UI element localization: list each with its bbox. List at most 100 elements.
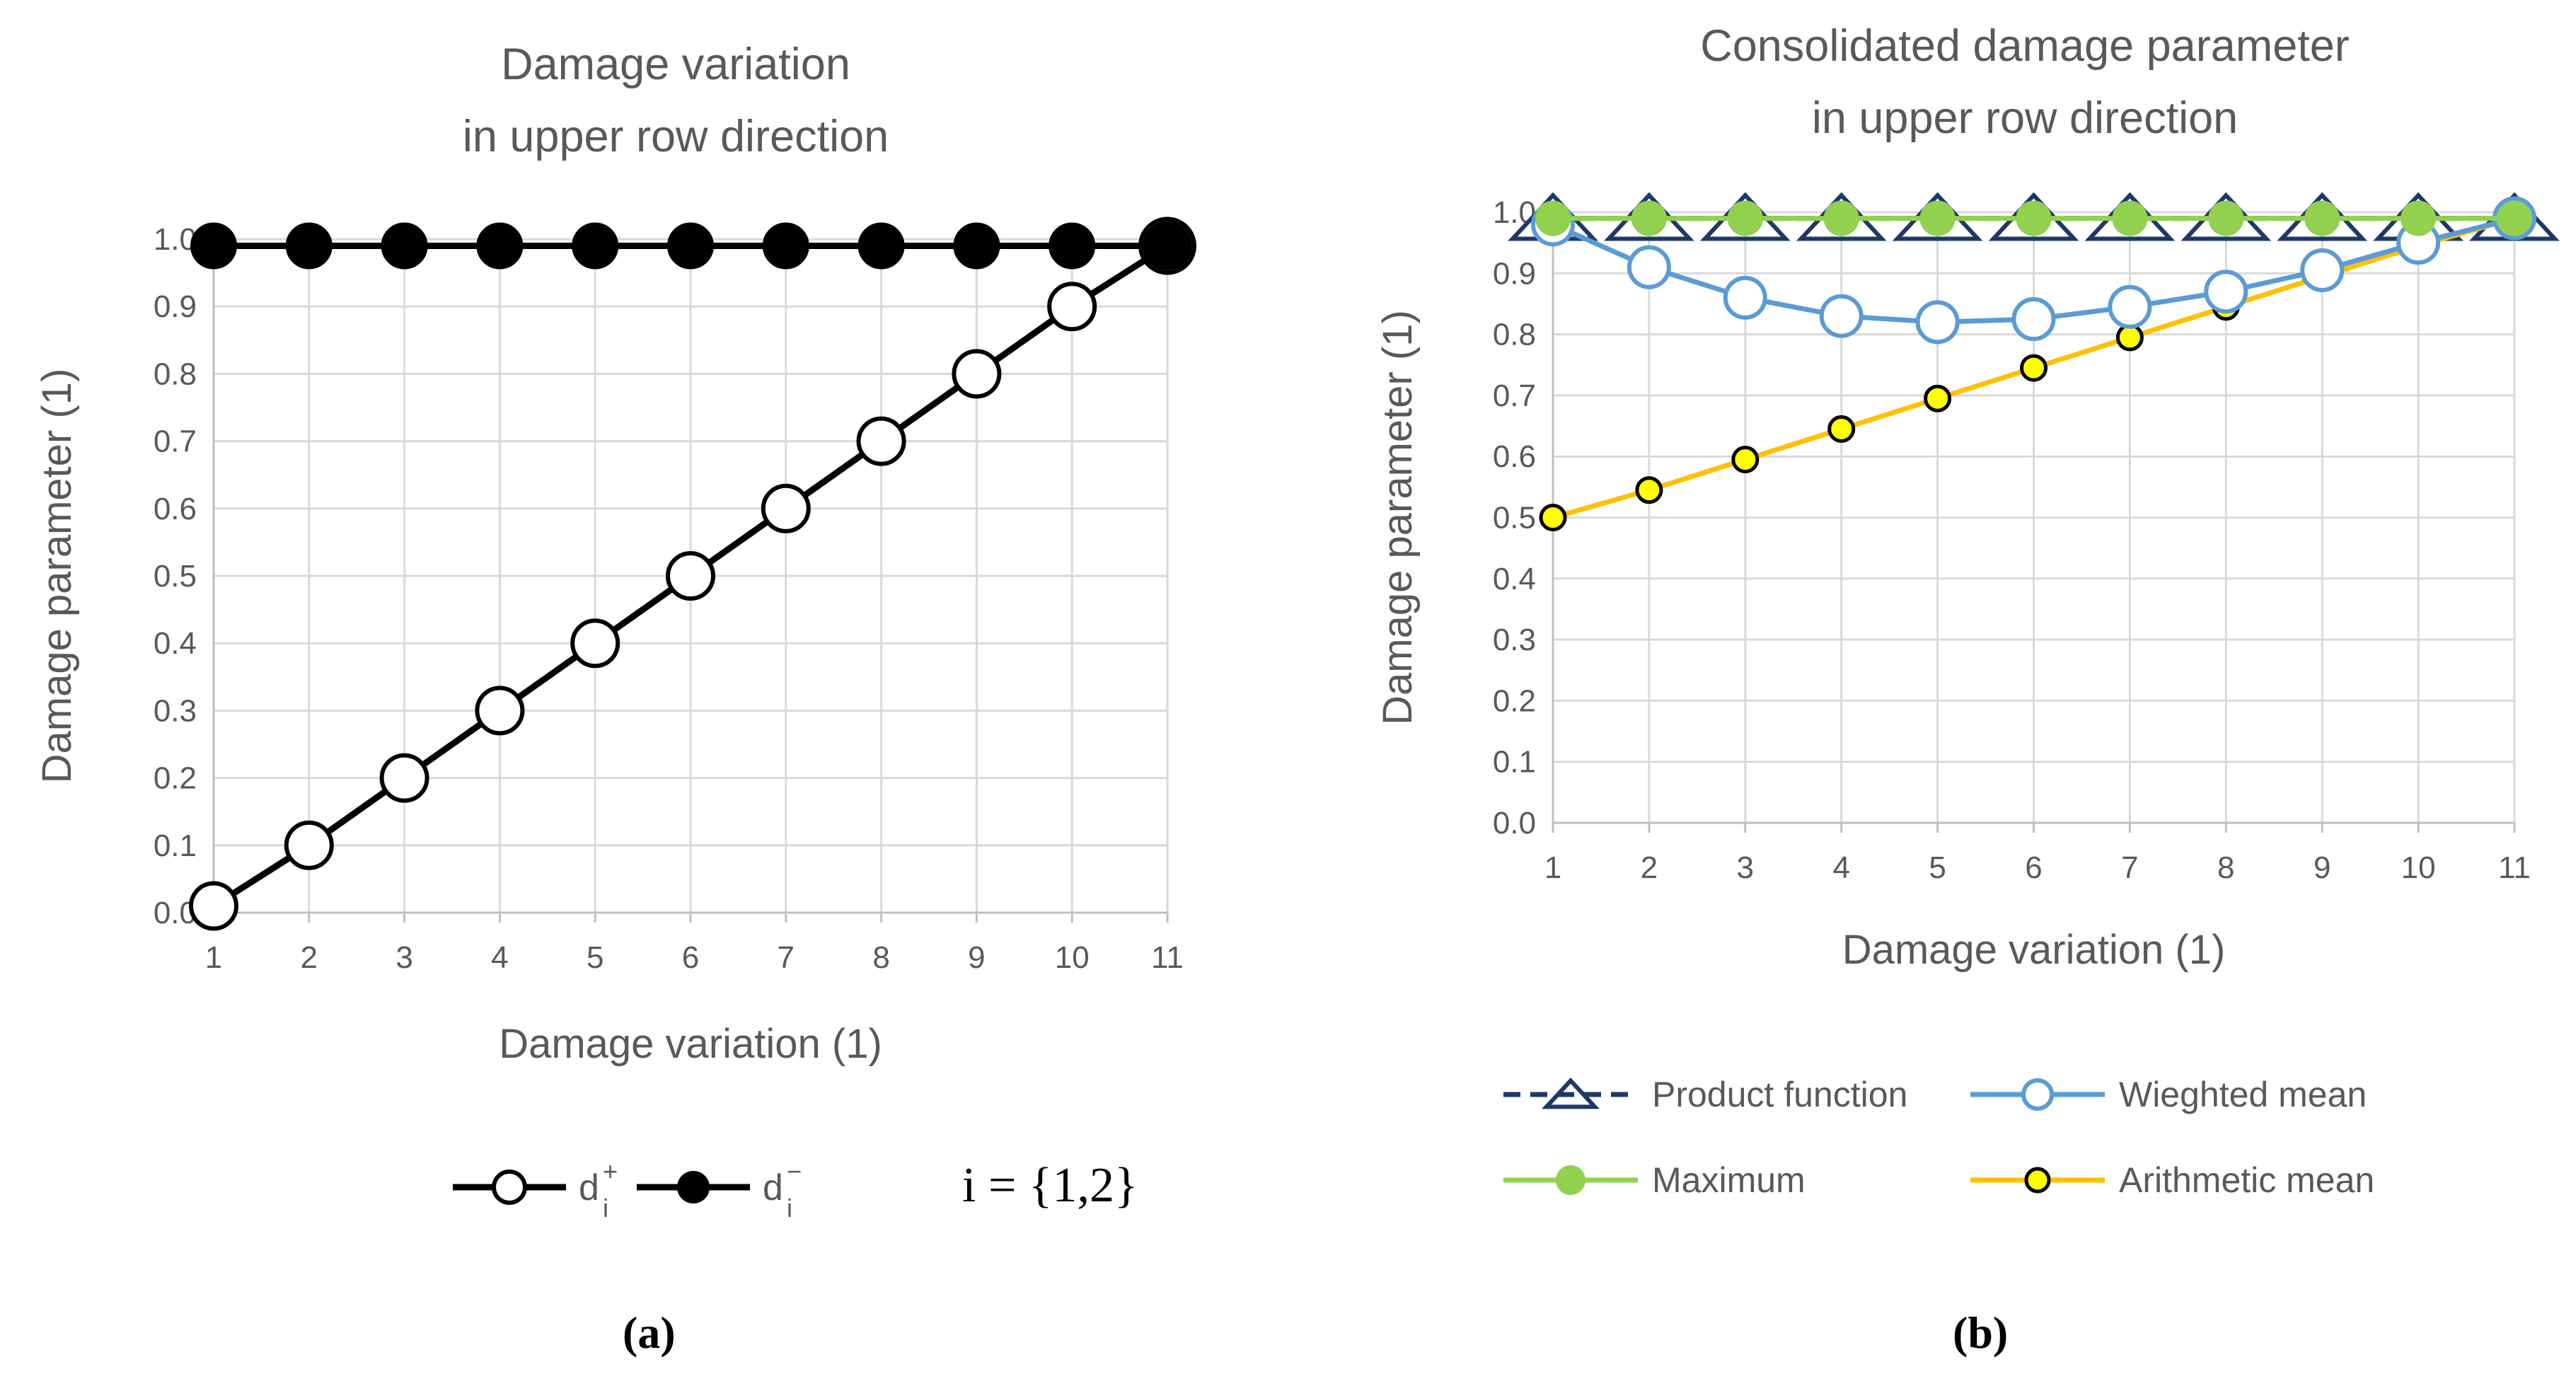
x-tick-label: 2 — [1641, 850, 1658, 885]
data-point — [1635, 476, 1663, 504]
data-point — [1731, 446, 1760, 474]
x-tick-label: 3 — [1737, 850, 1754, 885]
data-point — [2108, 284, 2152, 329]
legend-item: d − i — [637, 1157, 802, 1223]
legend-item: Maximum — [1503, 1160, 1806, 1200]
legend-item: Wieghted mean — [1970, 1075, 2367, 1114]
data-point — [475, 686, 525, 736]
x-tick-label: 3 — [395, 940, 412, 975]
x-tick-label: 7 — [2121, 850, 2138, 885]
panel-label: (b) — [1953, 1307, 2008, 1358]
data-point — [2300, 248, 2345, 292]
legend-swatch-marker — [2024, 1167, 2051, 1194]
y-tick-label: 1.0 — [154, 222, 197, 257]
legend-swatch-marker — [2021, 1078, 2054, 1111]
legend-item: d + i — [453, 1157, 618, 1223]
data-point — [952, 349, 1002, 399]
y-tick-label: 0.4 — [1493, 562, 1536, 596]
x-tick-label: 9 — [968, 940, 985, 975]
x-axis-label: Damage variation (1) — [1842, 927, 2226, 973]
chart-panel-b: Consolidated damage parameter in upper ro… — [1375, 21, 2560, 1358]
data-point — [1627, 245, 1671, 289]
data-point — [190, 222, 237, 270]
y-tick-label: 1.0 — [1493, 195, 1536, 230]
legend-label-sub: i — [787, 1194, 792, 1223]
x-tick-label: 7 — [778, 940, 795, 975]
x-tick-label: 9 — [2314, 850, 2330, 885]
data-point-overlap-ring — [1138, 216, 1196, 275]
y-tick-label: 0.2 — [1493, 683, 1536, 718]
data-point — [381, 222, 428, 270]
data-point — [2020, 354, 2047, 382]
legend-label: d — [763, 1167, 783, 1208]
legend: d +i d −i i = {1,2} — [453, 1157, 1138, 1223]
legend-label-sup: + — [603, 1157, 618, 1186]
data-point — [1823, 200, 1859, 236]
data-point — [1727, 200, 1763, 236]
data-point — [2208, 200, 2244, 236]
y-tick-label: 0.3 — [1493, 623, 1536, 657]
data-point — [2112, 200, 2148, 236]
legend-label: Wieghted mean — [2119, 1075, 2367, 1114]
data-point — [2016, 200, 2052, 236]
legend-item: Arithmetic mean — [1970, 1160, 2374, 1200]
data-point — [1539, 504, 1567, 531]
chart-title-line: in upper row direction — [463, 112, 889, 161]
y-tick-label: 0.1 — [1493, 745, 1536, 780]
y-tick-label: 0.5 — [154, 559, 197, 594]
y-tick-label: 0.8 — [154, 357, 197, 391]
y-tick-label: 0.5 — [1493, 501, 1536, 536]
data-point — [2115, 323, 2144, 352]
data-point — [857, 222, 905, 270]
data-point — [856, 416, 906, 466]
legend-item: Product function — [1503, 1075, 1907, 1114]
y-axis-label: Damage parameter (1) — [1375, 310, 1421, 725]
x-axis-label: Damage variation (1) — [499, 1021, 882, 1067]
x-tick-label: 1 — [1544, 850, 1561, 885]
data-point — [762, 222, 809, 270]
data-point — [2011, 297, 2056, 342]
y-tick-label: 0.6 — [1493, 439, 1536, 474]
data-point — [476, 222, 524, 270]
data-point — [2204, 270, 2248, 314]
series-maximum — [1535, 200, 2532, 236]
legend-label: Arithmetic mean — [2119, 1160, 2374, 1200]
data-point — [570, 618, 620, 669]
x-tick-label: 11 — [2498, 850, 2531, 885]
x-tick-label: 5 — [587, 940, 603, 975]
x-tick-label: 8 — [2217, 850, 2234, 885]
data-point — [285, 222, 333, 270]
legend: Product function Wieghted mean Maximum Arit… — [1503, 1075, 2374, 1200]
data-point — [1631, 200, 1667, 236]
data-point — [1047, 282, 1097, 332]
data-point — [2401, 200, 2437, 236]
data-point — [667, 222, 714, 270]
data-point — [761, 483, 811, 533]
x-tick-label: 5 — [1929, 850, 1946, 885]
data-point — [1049, 222, 1096, 270]
x-tick-label: 6 — [2025, 850, 2042, 885]
series-d-minus — [190, 222, 1191, 270]
legend-swatch-marker — [1556, 1165, 1586, 1195]
x-tick-label: 8 — [872, 940, 889, 975]
x-tick-label: 4 — [1832, 850, 1849, 885]
legend-note: i = {1,2} — [962, 1158, 1138, 1213]
data-point — [379, 753, 429, 803]
chart-title-line: Consolidated damage parameter — [1700, 21, 2350, 71]
legend-label: Maximum — [1652, 1160, 1806, 1200]
data-point — [1827, 415, 1856, 443]
legend-swatch-marker — [1541, 1078, 1600, 1109]
y-tick-label: 0.2 — [154, 761, 197, 796]
data-point — [1819, 294, 1864, 338]
data-point — [1924, 384, 1952, 412]
x-tick-label: 4 — [491, 940, 508, 975]
data-point — [189, 881, 238, 931]
legend-label-sup: − — [787, 1157, 802, 1186]
data-point — [1535, 200, 1571, 236]
data-point — [1919, 200, 1956, 236]
y-tick-label: 0.3 — [154, 693, 197, 728]
legend-label: d — [579, 1167, 599, 1208]
x-tick-label: 1 — [205, 940, 222, 975]
y-tick-label: 0.6 — [154, 492, 197, 526]
legend-label: Product function — [1652, 1075, 1907, 1114]
